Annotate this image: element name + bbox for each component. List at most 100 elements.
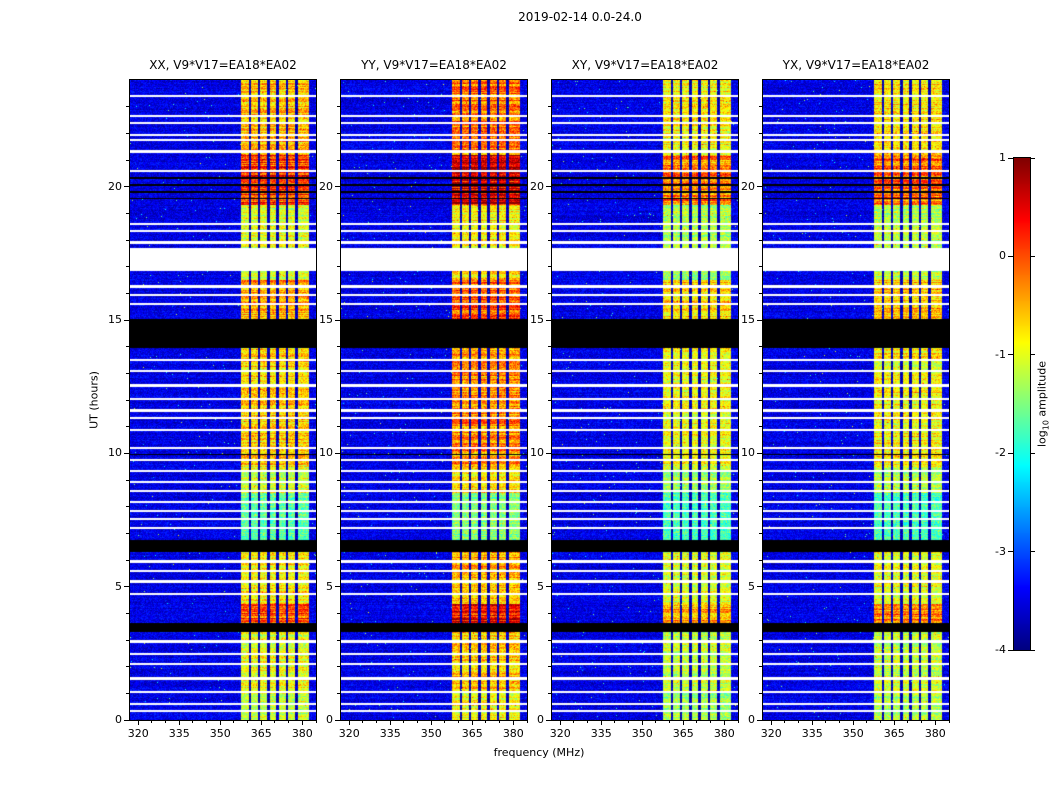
y-tick-label: 15 (741, 313, 755, 326)
y-minor-tick (548, 212, 551, 214)
y-tick-label: 0 (326, 713, 333, 726)
y-minor-tick (548, 159, 551, 161)
x-minor-tick (444, 721, 446, 723)
y-tick (757, 186, 762, 188)
spectrogram-canvas (552, 80, 738, 720)
y-minor-tick (337, 372, 340, 374)
y-minor-tick (548, 372, 551, 374)
colorbar-tick (1008, 452, 1013, 454)
y-tick-label: 5 (115, 579, 122, 593)
y-tick (546, 452, 551, 454)
y-tick (335, 452, 340, 454)
x-minor-tick (655, 721, 657, 723)
x-minor-tick (417, 721, 419, 723)
y-minor-tick (548, 692, 551, 694)
y-minor-tick (337, 266, 340, 268)
y-minor-tick (337, 639, 340, 641)
y-tick-label: 15 (319, 313, 333, 326)
y-minor-tick (759, 559, 762, 561)
x-minor-tick (526, 721, 528, 723)
y-minor-tick (126, 692, 129, 694)
x-tick-label: 365 (250, 727, 272, 740)
x-tick-label: 320 (127, 727, 149, 740)
y-tick (546, 586, 551, 588)
x-tick-label: 335 (801, 727, 823, 740)
y-minor-tick (126, 639, 129, 641)
x-tick (430, 721, 432, 725)
y-minor-tick (126, 666, 129, 668)
x-minor-tick (573, 721, 575, 723)
y-minor-tick (337, 506, 340, 508)
x-tick (471, 721, 473, 725)
y-minor-tick (126, 106, 129, 108)
y-minor-tick (337, 132, 340, 134)
y-minor-tick (126, 506, 129, 508)
x-tick-label: 320 (338, 727, 360, 740)
y-minor-tick (126, 346, 129, 348)
y-minor-tick (759, 532, 762, 534)
panel-frame (340, 79, 528, 721)
x-tick (852, 721, 854, 725)
y-tick (757, 452, 762, 454)
x-tick-label: 320 (760, 727, 782, 740)
y-tick (335, 186, 340, 188)
x-minor-tick (499, 721, 501, 723)
panel-title: XY, V9*V17=EA18*EA02 (571, 58, 719, 72)
y-minor-tick (548, 666, 551, 668)
x-minor-tick (628, 721, 630, 723)
x-minor-tick (165, 721, 167, 723)
colorbar-tick (1031, 452, 1035, 454)
colorbar-tick (1008, 649, 1013, 651)
x-tick-label: 365 (672, 727, 694, 740)
y-minor-tick (126, 479, 129, 481)
y-minor-tick (548, 479, 551, 481)
x-minor-tick (403, 721, 405, 723)
y-minor-tick (126, 532, 129, 534)
y-tick (335, 319, 340, 321)
y-minor-tick (337, 479, 340, 481)
colorbar-tick (1031, 354, 1035, 356)
x-tick-label: 380 (713, 727, 735, 740)
colorbar-tick-label: 1 (999, 151, 1006, 164)
y-tick (757, 719, 762, 721)
y-tick (757, 319, 762, 321)
x-tick (512, 721, 514, 725)
panel-title: YX, V9*V17=EA18*EA02 (782, 58, 930, 72)
y-tick (335, 586, 340, 588)
y-minor-tick (759, 132, 762, 134)
y-minor-tick (759, 612, 762, 614)
y-minor-tick (337, 292, 340, 294)
colorbar-tick (1031, 255, 1035, 257)
y-minor-tick (126, 266, 129, 268)
y-minor-tick (548, 639, 551, 641)
y-minor-tick (548, 132, 551, 134)
x-tick-label: 380 (924, 727, 946, 740)
y-minor-tick (337, 532, 340, 534)
x-tick-label: 365 (883, 727, 905, 740)
y-minor-tick (548, 559, 551, 561)
x-tick (893, 721, 895, 725)
x-tick-label: 350 (842, 727, 864, 740)
y-tick-label: 20 (741, 179, 755, 193)
y-minor-tick (759, 426, 762, 428)
y-tick-label: 0 (537, 713, 544, 726)
colorbar-tick (1031, 649, 1035, 651)
colorbar-label-suffix: amplitude (1035, 360, 1049, 421)
x-tick-label: 335 (168, 727, 190, 740)
y-minor-tick (759, 372, 762, 374)
x-tick (811, 721, 813, 725)
panel-frame (129, 79, 317, 721)
y-minor-tick (337, 692, 340, 694)
colorbar-frame (1013, 157, 1031, 651)
y-minor-tick (337, 346, 340, 348)
x-tick (137, 721, 139, 725)
x-minor-tick (151, 721, 153, 723)
y-minor-tick (548, 292, 551, 294)
panel-title: XX, V9*V17=EA18*EA02 (149, 58, 297, 72)
y-minor-tick (337, 239, 340, 241)
x-minor-tick (233, 721, 235, 723)
x-minor-tick (458, 721, 460, 723)
y-minor-tick (337, 559, 340, 561)
panel-frame (762, 79, 950, 721)
y-minor-tick (548, 239, 551, 241)
